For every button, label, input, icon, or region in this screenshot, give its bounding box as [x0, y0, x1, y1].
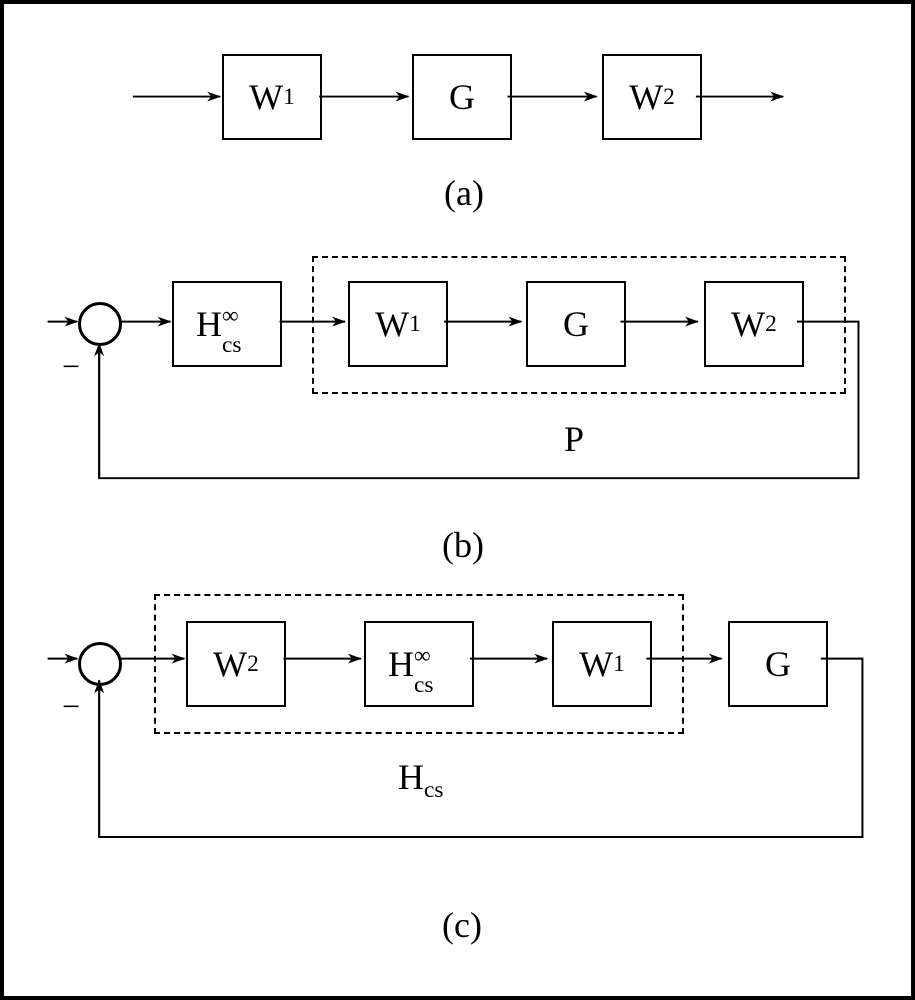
- block-b-w1: W1: [348, 281, 448, 367]
- block-c-g: G: [728, 621, 828, 707]
- summing-junction-b: [78, 302, 122, 346]
- block-b-g: G: [526, 281, 626, 367]
- caption-a: (a): [444, 172, 484, 214]
- block-c-w1: W1: [552, 621, 652, 707]
- outer-frame: W1 G W2 (a) − H∞csxx W1 G W2 P (b) − W2 …: [0, 0, 915, 1000]
- block-c-w2: W2: [186, 621, 286, 707]
- block-c-hcs: H∞csxx: [364, 621, 474, 707]
- summing-junction-c: [78, 642, 122, 686]
- arrows-overlay: [4, 4, 911, 996]
- diagram-canvas: W1 G W2 (a) − H∞csxx W1 G W2 P (b) − W2 …: [4, 4, 911, 996]
- caption-c: (c): [442, 904, 482, 946]
- label-hcs: Hcs: [398, 756, 444, 804]
- caption-b: (b): [442, 524, 484, 566]
- label-p: P: [564, 418, 584, 460]
- block-a-w1: W1: [222, 54, 322, 140]
- minus-sign-c: −: [62, 688, 80, 725]
- block-b-w2: W2: [704, 281, 804, 367]
- block-b-hcs: H∞csxx: [172, 281, 282, 367]
- block-a-g: G: [412, 54, 512, 140]
- block-a-w2: W2: [602, 54, 702, 140]
- minus-sign-b: −: [62, 348, 80, 385]
